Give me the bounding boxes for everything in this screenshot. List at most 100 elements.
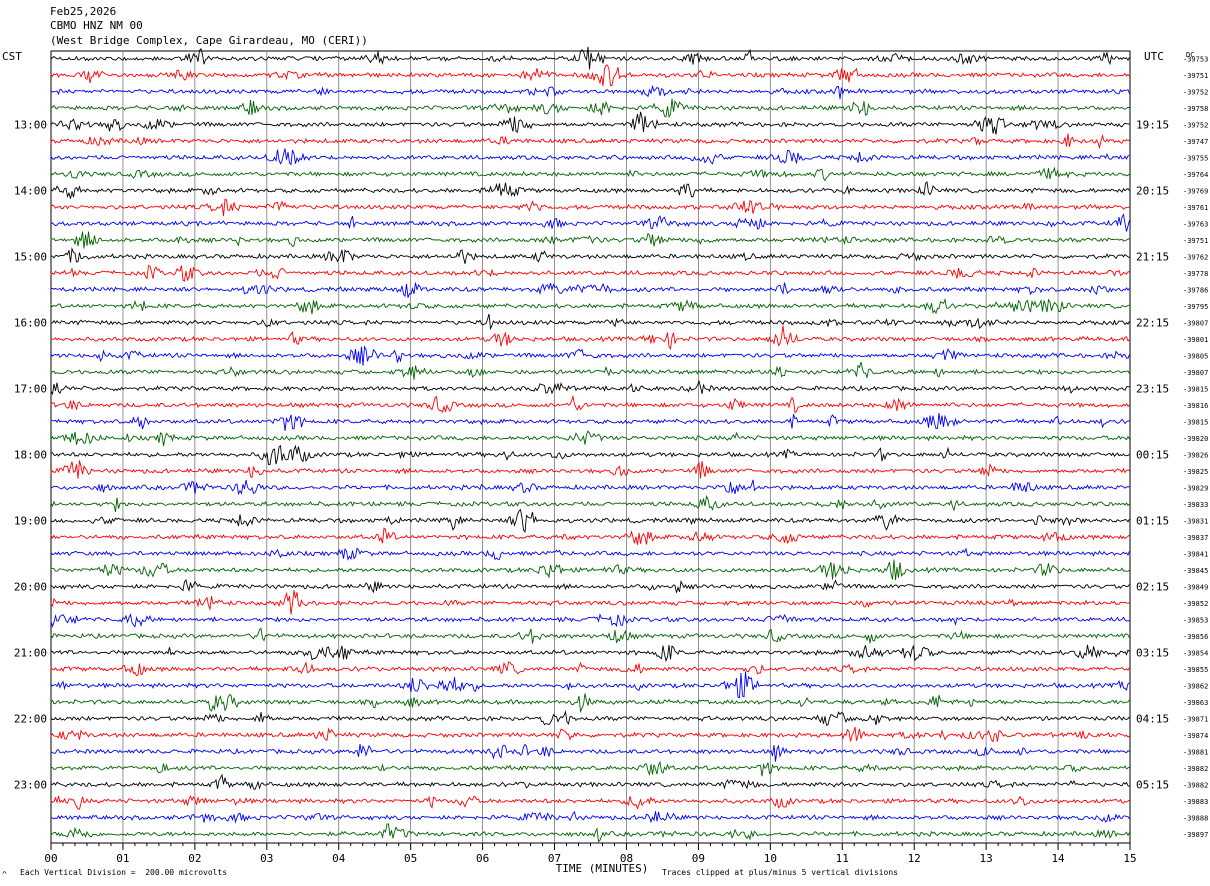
dc-offset-label: -39882 bbox=[1183, 782, 1208, 790]
seismic-trace bbox=[50, 98, 1130, 119]
x-tick-label: 08 bbox=[620, 852, 633, 865]
dc-offset-label: -39762 bbox=[1183, 254, 1208, 262]
seismic-trace bbox=[50, 590, 1130, 615]
dc-column-label: DC bbox=[1186, 51, 1194, 59]
dc-offset-label: -39833 bbox=[1183, 501, 1208, 509]
seismic-trace bbox=[50, 810, 1130, 824]
hour-label-utc: 02:15 bbox=[1136, 581, 1169, 594]
seismic-trace bbox=[50, 148, 1130, 166]
seismic-trace bbox=[50, 111, 1130, 135]
seismic-trace bbox=[50, 264, 1130, 282]
seismic-trace bbox=[50, 760, 1130, 777]
hour-label-cst: 20:00 bbox=[14, 581, 47, 594]
seismic-trace bbox=[50, 313, 1130, 331]
dc-offset-label: -39826 bbox=[1183, 452, 1208, 460]
tz-right-label: UTC bbox=[1144, 50, 1164, 63]
dc-offset-label: -39786 bbox=[1183, 287, 1208, 295]
dc-offset-label: -39805 bbox=[1183, 353, 1208, 361]
hour-label-cst: 19:00 bbox=[14, 515, 47, 528]
x-tick-label: 05 bbox=[404, 852, 417, 865]
x-tick-label: 10 bbox=[764, 852, 777, 865]
seismic-trace bbox=[50, 444, 1130, 466]
x-tick-label: 01 bbox=[116, 852, 129, 865]
seismic-trace bbox=[50, 671, 1130, 699]
seismic-trace bbox=[50, 527, 1130, 545]
seismic-trace bbox=[50, 726, 1130, 743]
x-tick-label: 02 bbox=[188, 852, 201, 865]
dc-offset-label: -39816 bbox=[1183, 402, 1208, 410]
dc-offset-label: -39871 bbox=[1183, 716, 1208, 724]
seismic-trace bbox=[50, 508, 1130, 534]
dc-offset-label: -39807 bbox=[1183, 369, 1208, 377]
dc-offset-label: -39856 bbox=[1183, 633, 1208, 641]
dc-offset-label: -39841 bbox=[1183, 551, 1208, 559]
seismic-trace bbox=[50, 494, 1130, 512]
dc-offset-label: -39897 bbox=[1183, 831, 1208, 839]
clip-note: Traces clipped at plus/minus 5 vertical … bbox=[662, 868, 899, 877]
dc-offset-label: -39852 bbox=[1183, 600, 1208, 608]
dc-offset-label: -39831 bbox=[1183, 518, 1208, 526]
hour-label-utc: 19:15 bbox=[1136, 119, 1169, 132]
dc-offset-label: -39874 bbox=[1183, 732, 1208, 740]
seismic-trace bbox=[50, 710, 1130, 726]
hour-label-utc: 20:15 bbox=[1136, 185, 1169, 198]
seismic-trace bbox=[50, 547, 1130, 561]
dc-offset-label: -39829 bbox=[1183, 485, 1208, 493]
dc-offset-label: -39769 bbox=[1183, 188, 1208, 196]
location-label: (West Bridge Complex, Cape Girardeau, MO… bbox=[50, 34, 368, 47]
seismic-trace bbox=[50, 345, 1130, 366]
dc-offset-label: -39845 bbox=[1183, 567, 1208, 575]
hour-label-cst: 15:00 bbox=[14, 251, 47, 264]
hour-label-utc: 01:15 bbox=[1136, 515, 1169, 528]
seismic-trace bbox=[50, 198, 1130, 216]
dc-offset-label: -39849 bbox=[1183, 584, 1208, 592]
dc-offset-label: -39815 bbox=[1183, 419, 1208, 427]
seismic-trace bbox=[50, 361, 1130, 380]
seismic-trace bbox=[50, 297, 1130, 315]
dc-offset-label: -39815 bbox=[1183, 386, 1208, 394]
seismic-trace bbox=[50, 64, 1130, 87]
hour-label-cst: 23:00 bbox=[14, 779, 47, 792]
seismic-trace bbox=[50, 644, 1130, 663]
dc-offset-label: -39751 bbox=[1183, 237, 1208, 245]
seismic-trace bbox=[50, 84, 1130, 100]
dc-offset-label: -39763 bbox=[1183, 221, 1208, 229]
seismic-trace bbox=[50, 579, 1130, 594]
seismic-trace bbox=[50, 613, 1130, 628]
corner-mark: ^ bbox=[2, 870, 7, 879]
hour-label-cst: 16:00 bbox=[14, 317, 47, 330]
seismic-trace bbox=[50, 661, 1130, 677]
seismic-trace bbox=[50, 213, 1130, 232]
hour-label-utc: 22:15 bbox=[1136, 317, 1169, 330]
dc-offset-label: -39752 bbox=[1183, 122, 1208, 130]
hour-label-utc: 03:15 bbox=[1136, 647, 1169, 660]
dc-offset-label: -39882 bbox=[1183, 765, 1208, 773]
seismic-trace bbox=[50, 325, 1130, 351]
dc-offset-label: -39820 bbox=[1183, 435, 1208, 443]
hour-label-cst: 17:00 bbox=[14, 383, 47, 396]
seismic-trace bbox=[50, 479, 1130, 496]
hour-label-utc: 04:15 bbox=[1136, 713, 1169, 726]
x-tick-label: 14 bbox=[1051, 852, 1065, 865]
dc-offset-label: -39883 bbox=[1183, 798, 1208, 806]
dc-offset-label: -39888 bbox=[1183, 815, 1208, 823]
seismic-trace bbox=[50, 743, 1130, 762]
seismic-trace bbox=[50, 823, 1130, 843]
hour-label-cst: 18:00 bbox=[14, 449, 47, 462]
seismic-trace bbox=[50, 394, 1130, 414]
seismic-trace bbox=[50, 795, 1130, 810]
seismic-trace bbox=[50, 627, 1130, 644]
hour-label-cst: 14:00 bbox=[14, 185, 47, 198]
x-tick-label: 13 bbox=[980, 852, 993, 865]
x-tick-label: 15 bbox=[1123, 852, 1136, 865]
x-tick-label: 03 bbox=[260, 852, 273, 865]
seismic-trace bbox=[50, 773, 1130, 790]
x-tick-label: 11 bbox=[836, 852, 849, 865]
dc-offset-label: -39778 bbox=[1183, 270, 1208, 278]
x-axis-label: TIME (MINUTES) bbox=[556, 862, 649, 875]
dc-offset-label: -39795 bbox=[1183, 303, 1208, 311]
hour-label-utc: 05:15 bbox=[1136, 779, 1169, 792]
seismic-trace bbox=[50, 166, 1130, 182]
dc-offset-label: -39854 bbox=[1183, 650, 1208, 658]
hour-label-cst: 21:00 bbox=[14, 647, 47, 660]
